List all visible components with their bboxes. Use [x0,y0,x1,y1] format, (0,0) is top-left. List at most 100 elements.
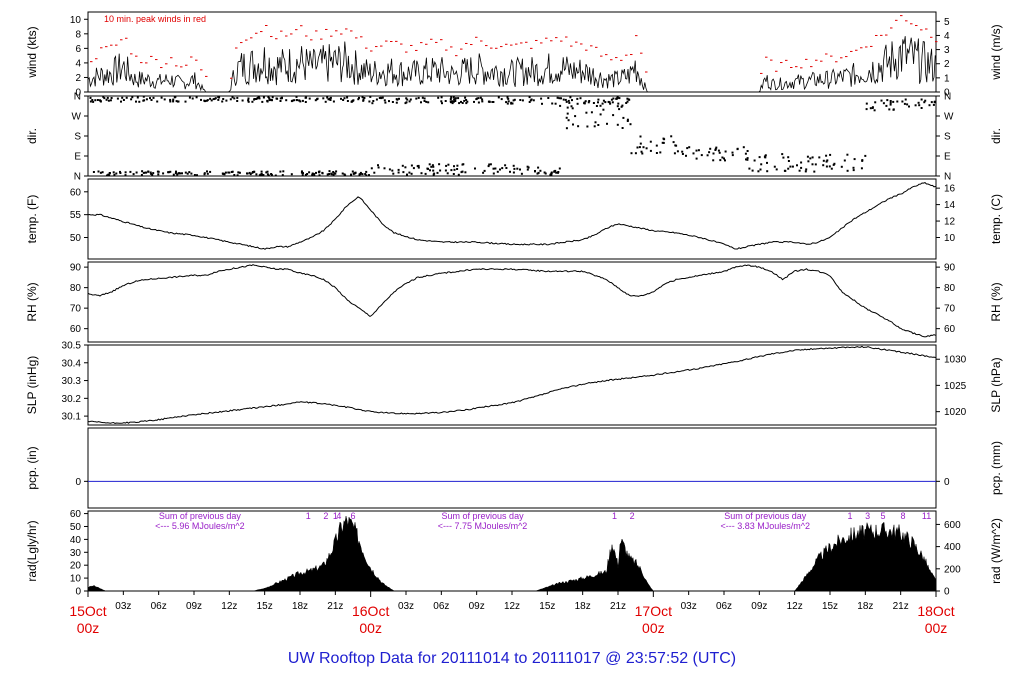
wind-direction-point [457,173,460,176]
wind-direction-point [326,173,329,176]
wind-direction-point [135,171,138,174]
rad-event-mark: 1 [306,511,311,521]
wind-direction-point [149,97,151,100]
wind-direction-point [787,167,790,170]
wind-direction-point [869,107,872,110]
wind-direction-point [409,98,412,101]
ylabel-right-rh: RH (%) [989,282,1003,321]
wind-direction-point [473,100,475,103]
wind-direction-point [231,170,234,173]
x-tick-label: 09z [186,601,202,612]
left-tick-label-rad: 0 [75,587,81,598]
wind-direction-point [516,167,519,170]
wind-direction-point [597,124,600,126]
wind-direction-point [599,104,602,107]
wind-direction-point [636,146,639,149]
right-tick-label-wind: 3 [944,45,950,56]
wind-direction-point [96,99,99,101]
wind-direction-point [642,146,645,149]
wind-direction-point [731,151,734,154]
wind-direction-point [715,146,718,149]
wind-direction-point [313,173,316,176]
wind-direction-point [507,97,510,100]
wind-direction-point [174,172,177,175]
wind-direction-point [616,123,619,126]
wind-direction-point [101,171,104,174]
left-tick-label-rad: 30 [70,548,82,559]
wind-direction-point [247,97,250,100]
wind-direction-point [302,172,304,175]
wind-direction-point [172,98,175,101]
wind-direction-point [888,108,891,111]
wind-direction-point [843,159,846,162]
wind-direction-point [744,152,747,155]
x-tick-label: 03z [115,601,131,612]
wind-direction-point [408,100,411,103]
wind-direction-point [676,150,679,153]
right-tick-label-rh: 70 [944,304,956,315]
wind-direction-point [210,99,213,102]
wind-direction-point [576,102,579,105]
ylabel-right-slp: SLP (hPa) [989,357,1003,412]
wind-direction-point [617,102,620,105]
day-label: 17Oct [635,603,672,619]
wind-direction-point [457,97,460,100]
wind-direction-point [615,97,618,100]
wind-direction-point [432,169,435,172]
wind-direction-point [412,167,415,170]
wind-direction-point [873,109,876,112]
wind-direction-point [169,100,172,103]
wind-direction-point [528,101,531,103]
ylabel-right-pcp: pcp. (mm) [989,441,1003,495]
wind-direction-point [424,172,427,175]
left-tick-label-rad: 50 [70,522,82,533]
wind-direction-point [420,172,423,175]
left-tick-label-dir: N [74,92,81,103]
wind-direction-point [649,140,652,143]
chart-footer-title: UW Rooftop Data for 20111014 to 20111017… [287,650,737,667]
wind-direction-point [550,171,553,174]
left-tick-label-wind: 2 [75,73,81,84]
wind-direction-point [481,100,484,103]
wind-direction-point [172,173,175,176]
wind-direction-point [267,174,270,177]
wind-direction-point [539,169,542,172]
day-hour-label: 00z [642,620,665,636]
wind-direction-point [383,167,386,170]
wind-direction-point [625,102,628,104]
wind-direction-point [621,104,624,107]
wind-direction-point [640,150,643,153]
wind-direction-point [431,164,434,167]
wind-direction-point [110,97,113,99]
wind-direction-point [352,99,355,102]
wind-direction-point [549,173,552,176]
wind-direction-point [601,102,604,105]
left-tick-label-slp: 30.2 [62,394,82,405]
wind-direction-point [492,167,495,170]
wind-direction-point [415,97,418,100]
wind-direction-point [557,171,559,174]
wind-direction-point [417,166,420,169]
wind-direction-point [571,107,574,110]
wind-direction-point [681,153,684,155]
wind-direction-point [184,171,187,174]
wind-direction-point [371,102,374,105]
wind-direction-point [920,107,923,109]
wind-direction-point [685,154,687,157]
left-tick-label-wind: 6 [75,44,81,55]
wind-direction-point [932,103,935,106]
wind-direction-point [489,163,492,166]
wind-direction-point [174,95,177,98]
wind-direction-point [558,97,561,100]
wind-direction-point [227,171,230,174]
wind-direction-point [874,101,877,104]
wind-direction-point [865,108,868,111]
wind-direction-point [113,173,116,176]
wind-direction-point [308,97,311,100]
wind-direction-point [547,97,550,99]
wind-direction-point [129,170,132,173]
left-tick-label-rh: 60 [70,324,82,335]
wind-direction-point [115,172,118,175]
wind-direction-point [662,141,665,144]
wind-direction-point [618,97,621,100]
